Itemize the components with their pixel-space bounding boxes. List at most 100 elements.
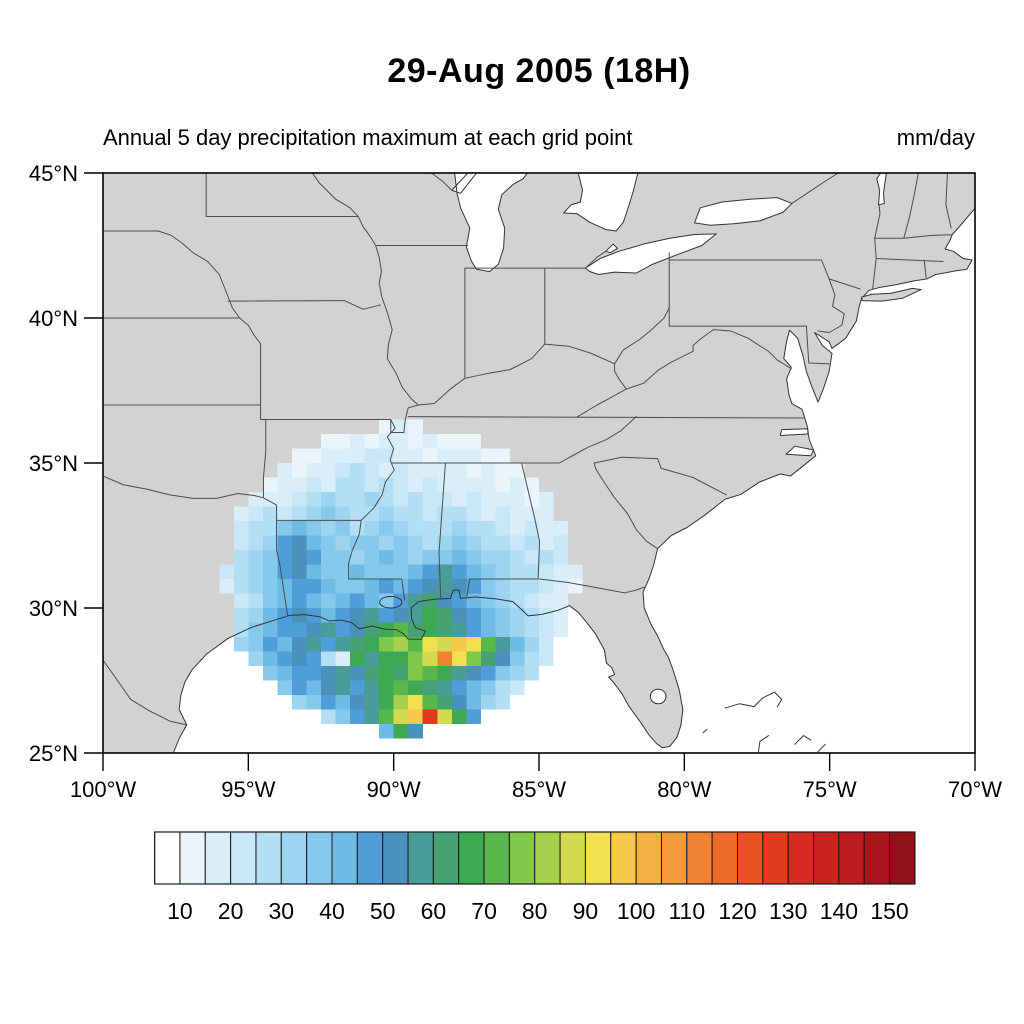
- precip-cell: [524, 550, 540, 565]
- precip-cell: [379, 593, 394, 609]
- colorbar-cell: [407, 831, 434, 885]
- precip-cell: [350, 622, 365, 638]
- precip-cell: [277, 506, 292, 522]
- precip-cell: [480, 666, 496, 681]
- precip-cell: [335, 608, 351, 623]
- precip-cell: [335, 709, 351, 725]
- colorbar-cell: [610, 831, 637, 885]
- precip-cell: [495, 622, 510, 638]
- precip-cell: [393, 448, 409, 464]
- precip-cell: [364, 709, 380, 725]
- precip-cell: [248, 651, 263, 667]
- precip-cell: [393, 724, 409, 739]
- pamlico-sound-fill: [786, 446, 814, 456]
- green-bay-fill: [451, 173, 477, 194]
- precip-cell: [277, 593, 292, 609]
- basemap-lines: [103, 173, 975, 753]
- precip-cell: [277, 666, 292, 681]
- precip-cell: [509, 637, 525, 652]
- precip-cell: [408, 709, 423, 725]
- colorbar-cell: [559, 831, 586, 885]
- precip-cell: [422, 608, 438, 623]
- precip-cell: [277, 477, 292, 493]
- ocean-fill: [173, 208, 975, 753]
- precip-cell: [306, 521, 322, 536]
- precip-cell: [495, 608, 510, 623]
- precip-cell: [539, 637, 554, 652]
- colorbar-cell: [230, 831, 257, 885]
- precip-cell: [335, 666, 351, 681]
- precip-cell: [335, 463, 351, 478]
- precip-cell: [393, 434, 409, 449]
- precip-cell: [480, 463, 496, 478]
- precip-cell: [350, 448, 365, 464]
- precip-cell: [451, 550, 467, 565]
- precip-cell: [364, 463, 380, 478]
- precip-cell: [437, 651, 452, 667]
- precip-cell: [321, 506, 336, 522]
- precip-cell: [321, 637, 336, 652]
- precip-cell: [495, 695, 510, 710]
- precip-cell: [408, 448, 423, 464]
- precip-cell: [480, 680, 496, 696]
- precip-cell: [335, 521, 351, 536]
- precip-cell: [393, 622, 409, 638]
- precip-cell: [495, 448, 510, 464]
- precip-cell: [291, 463, 307, 478]
- precip-cell: [422, 695, 438, 710]
- precip-cell: [379, 608, 394, 623]
- precip-cell: [451, 709, 467, 725]
- precip-cell: [364, 637, 380, 652]
- precip-cell: [451, 593, 467, 609]
- colorbar-tick-label: 20: [218, 898, 244, 924]
- precip-cell: [509, 492, 525, 507]
- precip-cell: [291, 593, 307, 609]
- colorbar-cell: [179, 831, 206, 885]
- precip-cell: [466, 680, 481, 696]
- precip-cell: [509, 666, 525, 681]
- precip-cell: [379, 419, 394, 435]
- precip-cell: [335, 695, 351, 710]
- precip-cell: [335, 651, 351, 667]
- precip-cell: [422, 622, 438, 638]
- colorbar-tick-label: 120: [718, 898, 756, 924]
- precip-cell: [350, 564, 365, 580]
- precip-cell: [350, 506, 365, 522]
- precip-cell: [364, 506, 380, 522]
- precip-cell: [466, 695, 481, 710]
- precip-cell: [466, 593, 481, 609]
- colorbar-cell: [889, 831, 916, 885]
- lat-tick-label: 25°N: [29, 741, 78, 766]
- precip-cell: [277, 608, 292, 623]
- precip-cell: [306, 492, 322, 507]
- precip-cell: [422, 709, 438, 725]
- precip-cell: [364, 550, 380, 565]
- precip-cell: [306, 506, 322, 522]
- colorbar-cell: [204, 831, 232, 885]
- precip-cell: [248, 521, 263, 536]
- precip-cell: [291, 492, 307, 507]
- precip-cell: [277, 564, 292, 580]
- precip-cell: [480, 695, 496, 710]
- precip-cell: [277, 680, 292, 696]
- precip-cell: [248, 622, 263, 638]
- precip-cell: [480, 448, 496, 464]
- precip-cell: [422, 550, 438, 565]
- precip-cell: [262, 579, 278, 594]
- colorbar-cell: [331, 831, 358, 885]
- precip-cell: [437, 637, 452, 652]
- long-island: [862, 288, 922, 301]
- precip-cell: [393, 680, 409, 696]
- precip-cell: [495, 651, 510, 667]
- precip-cell: [509, 463, 525, 478]
- precip-cell: [233, 550, 249, 565]
- precip-cell: [422, 651, 438, 667]
- precip-cell: [262, 666, 278, 681]
- colorbar-cell: [686, 831, 713, 885]
- precip-cell: [350, 695, 365, 710]
- precip-cell: [437, 434, 452, 449]
- precip-cell: [509, 550, 525, 565]
- precip-cell: [379, 434, 394, 449]
- precip-cell: [364, 448, 380, 464]
- precip-cell: [262, 637, 278, 652]
